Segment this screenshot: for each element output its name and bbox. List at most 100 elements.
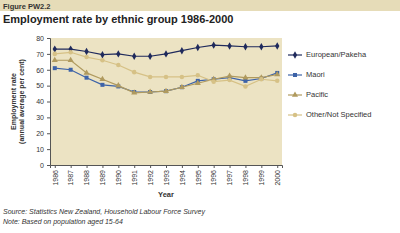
chart: Figure PW2.2 Employment rate by ethnic gr… — [0, 0, 400, 233]
tick-mark — [134, 165, 135, 168]
legend-marker — [293, 113, 298, 118]
legend-marker — [292, 91, 298, 96]
axis-line — [51, 166, 283, 169]
marker — [148, 53, 152, 60]
tick: 1999 — [258, 165, 265, 186]
series-line — [55, 52, 277, 86]
tick-label: 70 — [36, 51, 44, 58]
tick-mark — [55, 165, 56, 168]
tick: 1994 — [179, 165, 186, 186]
tick: 1988 — [83, 165, 90, 186]
tick: 1993 — [163, 165, 170, 186]
tick: 1998 — [242, 165, 249, 186]
marker — [211, 79, 216, 84]
tick: 30 — [36, 114, 50, 121]
tick: 1987 — [67, 165, 74, 186]
marker — [115, 82, 121, 87]
marker — [116, 63, 121, 68]
tick: 20 — [36, 130, 50, 137]
tick: 70 — [36, 51, 50, 58]
title: Employment rate by ethnic group 1986-200… — [3, 13, 233, 25]
tick-label: 1994 — [179, 170, 186, 186]
marker — [84, 48, 88, 55]
marker — [259, 43, 263, 50]
legend-entry: Other/Not Specified — [288, 110, 371, 119]
plot-background — [50, 38, 282, 165]
series-line — [55, 68, 277, 92]
marker — [68, 50, 73, 55]
marker — [179, 84, 185, 89]
tick-mark — [47, 165, 50, 166]
tick-mark — [245, 165, 246, 168]
legend-entry: Pacific — [288, 90, 328, 99]
tick-label: 0 — [40, 162, 44, 169]
marker — [53, 66, 57, 70]
marker — [100, 83, 104, 87]
marker — [259, 77, 264, 82]
legend-marker — [293, 51, 297, 58]
tick-label: 30 — [36, 114, 44, 121]
series-line — [55, 60, 277, 93]
tick-label: 1999 — [258, 170, 265, 186]
tick-mark — [47, 133, 50, 134]
marker — [132, 53, 136, 60]
tick-label: 1997 — [226, 170, 233, 186]
tick: 1992 — [147, 165, 154, 186]
y-axis-title-line: Employment rate — [10, 73, 18, 130]
tick: 40 — [36, 98, 50, 105]
tick: 80 — [36, 35, 50, 42]
title-banner — [0, 0, 400, 11]
marker — [275, 79, 280, 84]
marker — [53, 52, 58, 57]
tick-label: 20 — [36, 130, 44, 137]
marker — [52, 57, 58, 62]
tick-label: 1990 — [115, 170, 122, 186]
tick: 60 — [36, 66, 50, 73]
tick: 1995 — [195, 165, 202, 186]
marker — [99, 76, 105, 81]
tick-mark — [166, 165, 167, 168]
y-axis: 0 10 20 30 40 50 60 70 80 — [36, 35, 50, 169]
marker — [131, 89, 137, 94]
tick-label: 50 — [36, 82, 44, 89]
tick-mark — [277, 165, 278, 168]
source: Source: Statistics New Zealand, Househol… — [3, 208, 205, 216]
tick: 50 — [36, 82, 50, 89]
marker — [243, 79, 247, 83]
tick: 1986 — [52, 165, 59, 186]
tick-mark — [150, 165, 151, 168]
legend-entry: Maori — [288, 70, 325, 79]
tick: 1996 — [210, 165, 217, 186]
tick-label: 2000 — [274, 170, 281, 186]
legend-entry: European/Pakeha — [288, 50, 367, 59]
tick-mark — [214, 165, 215, 168]
figure-label: Figure PW2.2 — [3, 2, 51, 11]
y-axis-title: Employment rate(annual average per cent) — [10, 59, 26, 144]
tick: 1997 — [226, 165, 233, 186]
tick: 1990 — [115, 165, 122, 186]
marker — [147, 88, 153, 93]
legend-label: Other/Not Specified — [306, 110, 371, 119]
marker — [212, 41, 216, 48]
tick-label: 60 — [36, 66, 44, 73]
tick-mark — [47, 149, 50, 150]
marker — [180, 47, 184, 54]
marker — [275, 42, 279, 49]
tick-label: 1995 — [195, 170, 202, 186]
legend-label: Maori — [306, 70, 325, 79]
tick-mark — [182, 165, 183, 168]
tick: 10 — [36, 146, 50, 153]
marker — [100, 58, 105, 63]
marker — [274, 71, 280, 76]
marker — [68, 57, 74, 62]
marker — [242, 74, 248, 79]
marker — [227, 42, 231, 49]
legend: European/Pakeha Maori Pacific Other/Not Spe… — [288, 50, 371, 119]
marker — [196, 44, 200, 51]
tick: 1989 — [99, 165, 106, 186]
tick: 2000 — [274, 165, 281, 186]
marker — [84, 55, 89, 60]
marker — [85, 76, 89, 80]
marker — [195, 80, 201, 85]
tick-mark — [47, 54, 50, 55]
